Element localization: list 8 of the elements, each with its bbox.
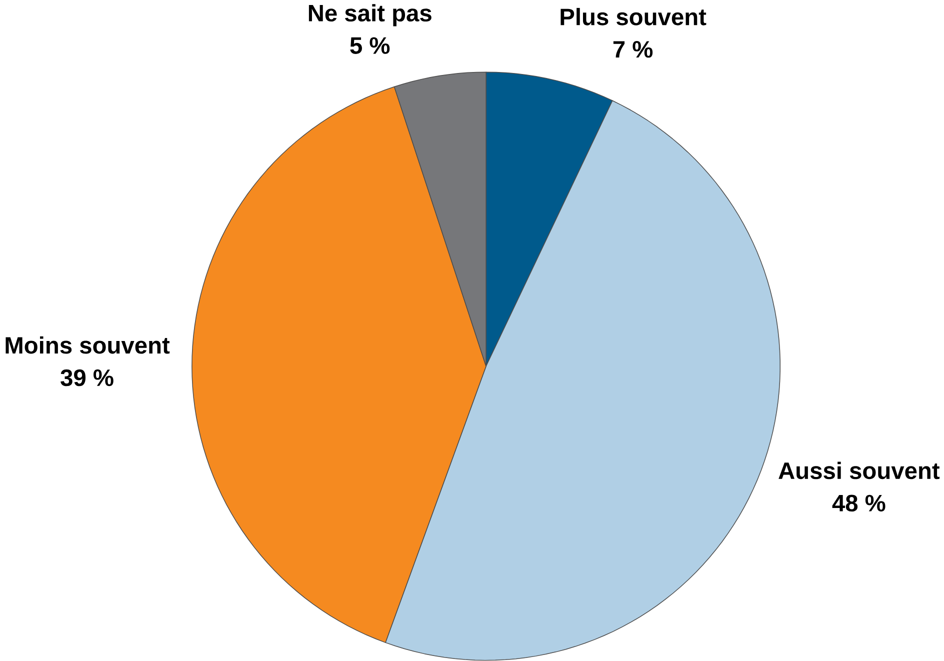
data-label: 48 %	[832, 494, 886, 512]
data-label: 39 %	[60, 370, 114, 386]
data-label: 5 %	[350, 37, 390, 54]
slice-label: Plus souvent	[560, 8, 706, 26]
slice-label: Moins souvent	[6, 336, 170, 354]
slice-label: Ne sait pas	[308, 4, 432, 26]
data-label: 7 %	[613, 41, 653, 58]
slice-label: Aussi souvent	[778, 462, 940, 480]
